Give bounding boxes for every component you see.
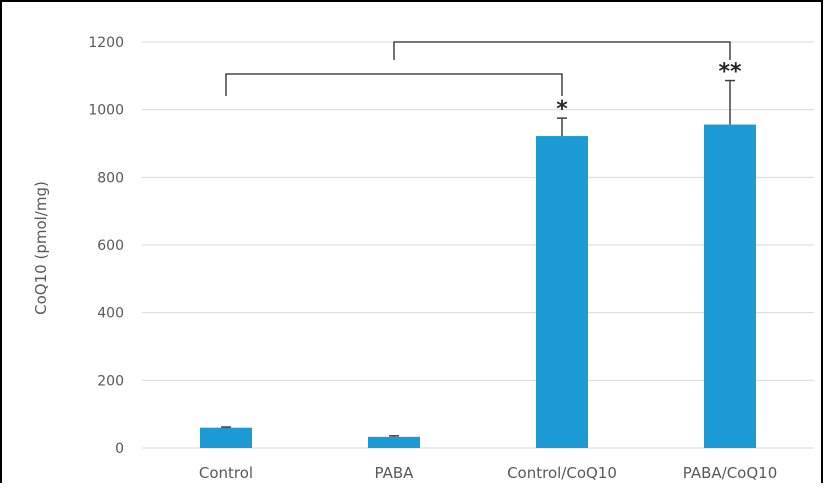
y-tick-label: 1200 <box>88 35 124 51</box>
bar-paba <box>368 437 420 448</box>
significance-marker: * <box>556 97 568 122</box>
y-tick-label: 0 <box>115 441 124 457</box>
y-tick-label: 400 <box>97 306 124 322</box>
y-tick-label: 200 <box>97 373 124 389</box>
comparison-brackets <box>226 42 730 96</box>
bar-control <box>200 428 252 448</box>
bar-control-coq10 <box>536 136 588 448</box>
x-tick-label: PABA/CoQ10 <box>683 464 778 482</box>
comparison-bracket <box>394 42 730 60</box>
x-tick-label: Control <box>199 464 253 482</box>
error-bars <box>221 81 735 437</box>
y-axis-label: CoQ10 (pmol/mg) <box>32 181 50 315</box>
y-tick-labels: 0 200 400 600 800 1000 1200 <box>88 35 124 457</box>
y-tick-label: 600 <box>97 238 124 254</box>
bars <box>200 125 756 448</box>
x-tick-label: PABA <box>375 464 415 482</box>
x-tick-labels: Control PABA Control/CoQ10 PABA/CoQ10 <box>199 464 777 482</box>
significance-markers: *** <box>556 60 742 123</box>
bar-paba-coq10 <box>704 125 756 448</box>
y-tick-label: 1000 <box>88 103 124 119</box>
significance-marker: ** <box>718 60 742 85</box>
comparison-bracket <box>226 74 562 96</box>
x-tick-label: Control/CoQ10 <box>507 464 617 482</box>
y-tick-label: 800 <box>97 170 124 186</box>
